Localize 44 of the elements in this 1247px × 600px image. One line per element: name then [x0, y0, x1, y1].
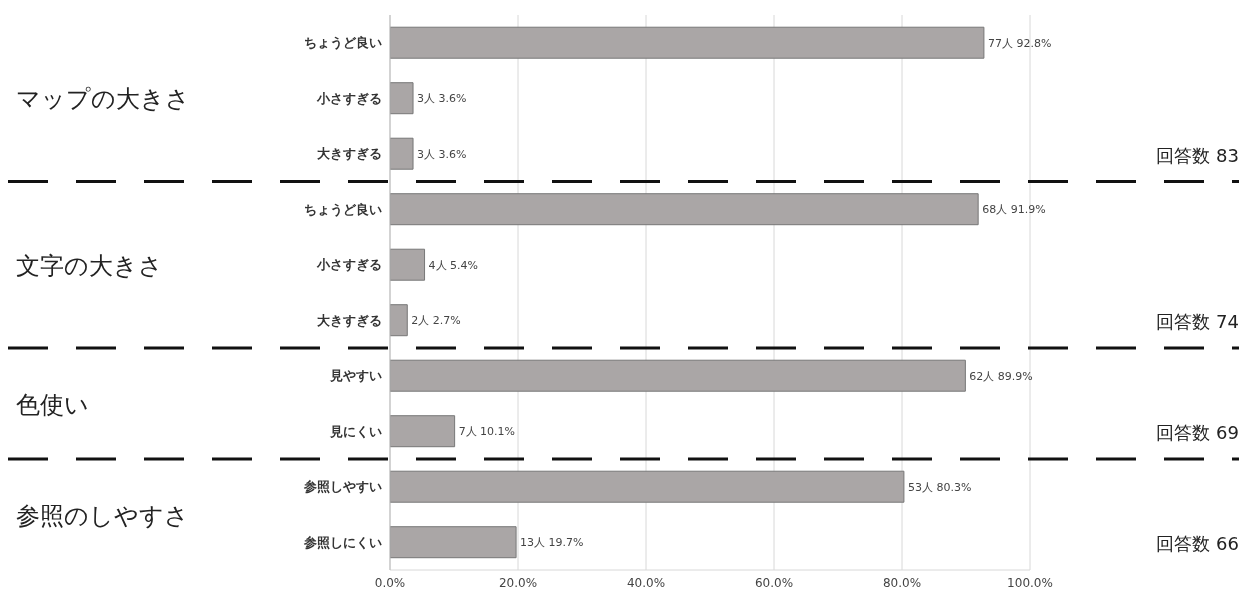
- bar: [390, 248, 426, 281]
- text: 回答数 69: [1156, 421, 1239, 446]
- text: 回答数 66: [1156, 532, 1239, 557]
- data-label: 13人 19.7%: [520, 536, 584, 550]
- data-label: 2人 2.7%: [411, 314, 461, 328]
- text: 回答数 74: [1156, 310, 1239, 335]
- y-tick-label: 大きすぎる: [317, 146, 382, 162]
- data-label: 4人 5.4%: [428, 258, 479, 272]
- data-label: 68人 91.9%: [982, 203, 1046, 217]
- x-tick-label: 0.0%: [374, 575, 406, 590]
- bar: [390, 359, 966, 392]
- text: 色使い: [16, 389, 89, 421]
- y-tick-label: 小さすぎる: [316, 257, 382, 273]
- bar: [390, 415, 456, 448]
- x-tick-label: 40.0%: [626, 575, 666, 590]
- text: マップの大きさ: [16, 84, 190, 116]
- y-tick-label: 参照しやすい: [303, 479, 382, 495]
- y-tick-label: ちょうど良い: [304, 201, 382, 217]
- data-label: 53人 80.3%: [907, 480, 972, 494]
- y-tick-label: 見やすい: [329, 368, 382, 384]
- x-tick-label: 60.0%: [754, 575, 794, 590]
- bar: [390, 137, 414, 170]
- bar: [390, 26, 985, 59]
- data-label: 77人 92.8%: [987, 36, 1052, 50]
- y-tick-label: 小さすぎる: [316, 90, 382, 106]
- x-tick-label: 80.0%: [882, 575, 922, 590]
- x-tick-label: 20.0%: [498, 575, 538, 590]
- bar: [390, 526, 517, 559]
- data-label: 62人 89.9%: [969, 369, 1033, 383]
- data-label: 3人 3.6%: [417, 92, 467, 106]
- bar: [390, 82, 414, 115]
- data-label: 3人 3.6%: [417, 147, 467, 161]
- y-tick-label: 大きすぎる: [317, 312, 382, 328]
- data-label: 7人 10.1%: [458, 425, 516, 439]
- bar: [390, 304, 408, 337]
- text: 参照のしやすさ: [16, 500, 189, 532]
- bar: [390, 193, 979, 226]
- y-tick-label: 見にくい: [329, 423, 382, 439]
- bar: [390, 470, 905, 503]
- y-tick-label: 参照しにくい: [303, 534, 382, 550]
- text: 文字の大きさ: [16, 250, 163, 282]
- x-tick-label: 100.0%: [1007, 575, 1053, 590]
- y-tick-label: ちょうど良い: [304, 35, 382, 51]
- text: 回答数 83: [1156, 143, 1239, 168]
